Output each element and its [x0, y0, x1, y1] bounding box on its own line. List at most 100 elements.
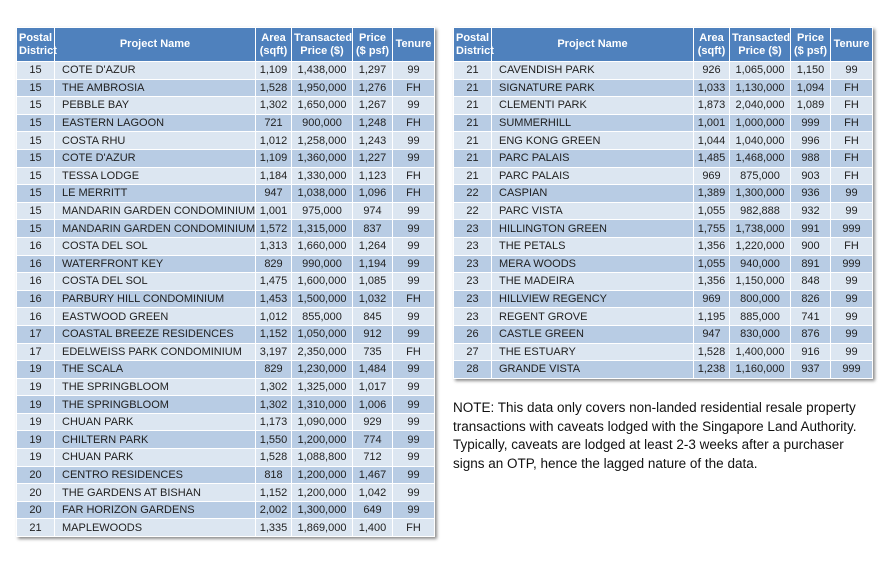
cell-tenure: 99 — [392, 448, 435, 467]
cell-tenure: 99 — [830, 61, 873, 80]
cell-project-name: EDELWEISS PARK CONDOMINIUM — [54, 342, 256, 362]
cell-transacted-price: 1,869,000 — [291, 518, 353, 538]
cell-price-psf: 929 — [352, 412, 393, 432]
cell-transacted-price: 1,200,000 — [291, 430, 353, 450]
cell-transacted-price: 2,350,000 — [291, 342, 353, 362]
cell-tenure: 99 — [392, 148, 435, 168]
cell-price-psf: 1,248 — [352, 113, 393, 133]
cell-postal-district: 16 — [16, 272, 55, 291]
cell-area-sqft: 1,184 — [255, 166, 292, 186]
cell-area-sqft: 1,238 — [693, 360, 730, 379]
cell-transacted-price: 1,000,000 — [729, 113, 791, 133]
table-row: 15 LE MERRITT 947 1,038,000 1,096 FH — [16, 184, 435, 203]
table-row: 16 EASTWOOD GREEN 1,012 855,000 845 99 — [16, 307, 435, 326]
table-row: 23 HILLINGTON GREEN 1,755 1,738,000 991 999 — [453, 219, 873, 238]
cell-price-psf: 712 — [352, 448, 393, 467]
table-row: 19 CHUAN PARK 1,528 1,088,800 712 99 — [16, 448, 435, 467]
cell-tenure: FH — [392, 342, 435, 362]
table-row: 16 COSTA DEL SOL 1,313 1,660,000 1,264 99 — [16, 236, 435, 256]
cell-area-sqft: 1,055 — [693, 201, 730, 221]
cell-transacted-price: 2,040,000 — [729, 96, 791, 115]
cell-postal-district: 21 — [453, 96, 492, 115]
table-row: 21 SIGNATURE PARK 1,033 1,130,000 1,094 FH — [453, 78, 873, 98]
cell-postal-district: 17 — [16, 342, 55, 362]
cell-transacted-price: 1,600,000 — [291, 272, 353, 291]
table-row: 16 WATERFRONT KEY 829 990,000 1,194 99 — [16, 254, 435, 274]
cell-postal-district: 20 — [16, 465, 55, 485]
table-row: 16 COSTA DEL SOL 1,475 1,600,000 1,085 99 — [16, 272, 435, 291]
cell-transacted-price: 1,090,000 — [291, 412, 353, 432]
cell-area-sqft: 1,152 — [255, 483, 292, 502]
table-row: 19 CHILTERN PARK 1,550 1,200,000 774 99 — [16, 430, 435, 450]
cell-area-sqft: 926 — [693, 61, 730, 80]
cell-project-name: THE GARDENS AT BISHAN — [54, 483, 256, 502]
cell-postal-district: 19 — [16, 448, 55, 467]
column-header-tenure: Tenure — [830, 27, 873, 62]
cell-transacted-price: 1,088,800 — [291, 448, 353, 467]
cell-tenure: 999 — [830, 254, 873, 274]
cell-tenure: 99 — [392, 483, 435, 502]
cell-transacted-price: 1,500,000 — [291, 289, 353, 309]
cell-price-psf: 937 — [790, 360, 831, 379]
cell-transacted-price: 1,300,000 — [729, 184, 791, 203]
cell-price-psf: 900 — [790, 236, 831, 256]
column-header-area-sqft: Area (sqft) — [693, 27, 730, 62]
right-table-header-row: Postal District Project Name Area (sqft) Tr… — [453, 27, 873, 62]
cell-postal-district: 16 — [16, 254, 55, 274]
column-header-transacted-price: Transacted Price ($) — [729, 27, 791, 62]
table-row: 27 THE ESTUARY 1,528 1,400,000 916 99 — [453, 342, 873, 362]
cell-postal-district: 20 — [16, 483, 55, 502]
cell-price-psf: 996 — [790, 131, 831, 150]
cell-postal-district: 22 — [453, 184, 492, 203]
cell-area-sqft: 1,152 — [255, 324, 292, 344]
cell-price-psf: 991 — [790, 219, 831, 238]
cell-transacted-price: 1,200,000 — [291, 465, 353, 485]
column-header-project-name: Project Name — [54, 27, 256, 62]
cell-postal-district: 15 — [16, 131, 55, 150]
cell-area-sqft: 1,485 — [693, 148, 730, 168]
cell-postal-district: 20 — [16, 500, 55, 520]
cell-area-sqft: 1,528 — [255, 448, 292, 467]
cell-transacted-price: 1,400,000 — [729, 342, 791, 362]
cell-transacted-price: 975,000 — [291, 201, 353, 221]
table-row: 19 CHUAN PARK 1,173 1,090,000 929 99 — [16, 412, 435, 432]
table-row: 15 TESSA LODGE 1,184 1,330,000 1,123 FH — [16, 166, 435, 186]
cell-project-name: COSTA DEL SOL — [54, 272, 256, 291]
cell-area-sqft: 1,001 — [255, 201, 292, 221]
cell-project-name: CHILTERN PARK — [54, 430, 256, 450]
cell-tenure: 99 — [392, 395, 435, 414]
table-row: 20 FAR HORIZON GARDENS 2,002 1,300,000 649 99 — [16, 500, 435, 520]
table-row: 19 THE SCALA 829 1,230,000 1,484 99 — [16, 360, 435, 379]
cell-tenure: 99 — [392, 219, 435, 238]
cell-postal-district: 16 — [16, 236, 55, 256]
cell-postal-district: 23 — [453, 272, 492, 291]
column-header-price-psf: Price ($ psf) — [352, 27, 393, 62]
cell-area-sqft: 1,453 — [255, 289, 292, 309]
cell-transacted-price: 1,360,000 — [291, 148, 353, 168]
cell-area-sqft: 1,313 — [255, 236, 292, 256]
cell-transacted-price: 1,738,000 — [729, 219, 791, 238]
cell-transacted-price: 830,000 — [729, 324, 791, 344]
left-table-header-row: Postal District Project Name Area (sqft) Tr… — [16, 27, 435, 62]
cell-area-sqft: 1,302 — [255, 96, 292, 115]
cell-tenure: 99 — [830, 184, 873, 203]
cell-transacted-price: 1,050,000 — [291, 324, 353, 344]
cell-price-psf: 1,150 — [790, 61, 831, 80]
right-table-body: 21 CAVENDISH PARK 926 1,065,000 1,150 99 21 SIG… — [453, 61, 873, 379]
cell-area-sqft: 3,197 — [255, 342, 292, 362]
cell-area-sqft: 1,033 — [693, 78, 730, 98]
table-row: 15 MANDARIN GARDEN CONDOMINIUM 1,001 975,00… — [16, 201, 435, 221]
cell-transacted-price: 1,330,000 — [291, 166, 353, 186]
cell-transacted-price: 1,038,000 — [291, 184, 353, 203]
table-row: 19 THE SPRINGBLOOM 1,302 1,310,000 1,006 99 — [16, 395, 435, 414]
cell-price-psf: 1,297 — [352, 61, 393, 80]
cell-project-name: CASPIAN — [491, 184, 694, 203]
left-transactions-table: Postal District Project Name Area (sqft) Tr… — [16, 27, 435, 538]
cell-tenure: 99 — [392, 465, 435, 485]
cell-project-name: CHUAN PARK — [54, 412, 256, 432]
cell-transacted-price: 1,258,000 — [291, 131, 353, 150]
cell-transacted-price: 1,300,000 — [291, 500, 353, 520]
cell-tenure: 99 — [830, 342, 873, 362]
cell-postal-district: 15 — [16, 78, 55, 98]
